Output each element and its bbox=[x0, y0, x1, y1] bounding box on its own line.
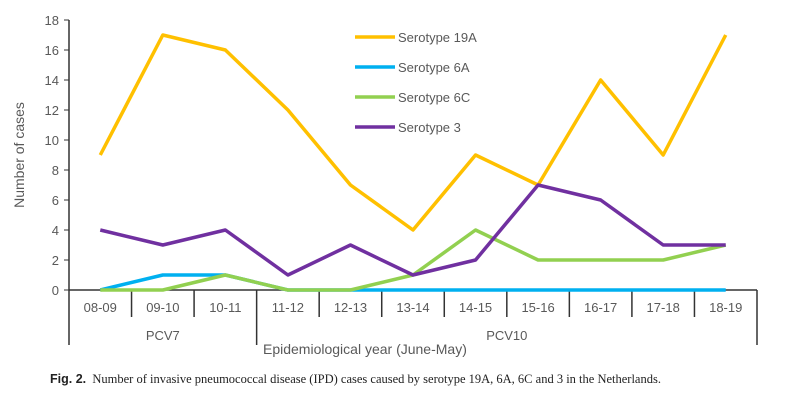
y-tick-label: 0 bbox=[52, 283, 59, 298]
x-tick-label: 17-18 bbox=[647, 300, 680, 315]
x-tick-label: 18-19 bbox=[709, 300, 742, 315]
legend-label: Serotype 3 bbox=[398, 120, 461, 135]
x-tick-label: 09-10 bbox=[146, 300, 179, 315]
figure-caption: Fig. 2. Number of invasive pneumococcal … bbox=[50, 372, 661, 387]
x-tick-label: 10-11 bbox=[209, 300, 241, 315]
caption-text: Number of invasive pneumococcal disease … bbox=[92, 372, 661, 386]
x-tick-label: 11-12 bbox=[272, 300, 304, 315]
legend-label: Serotype 6A bbox=[398, 60, 470, 75]
y-tick-label: 14 bbox=[45, 73, 59, 88]
y-tick-label: 16 bbox=[45, 43, 59, 58]
x-tick-label: 13-14 bbox=[396, 300, 429, 315]
legend: Serotype 19A Serotype 6A Serotype 6C Seroty… bbox=[355, 30, 477, 135]
y-axis-label: Number of cases bbox=[11, 102, 27, 208]
y-tick-label: 4 bbox=[52, 223, 59, 238]
series-line-serotype-3 bbox=[99, 183, 726, 277]
group-label: PCV7 bbox=[146, 328, 180, 343]
x-tick-label: 16-17 bbox=[584, 300, 617, 315]
x-tick-label: 08-09 bbox=[84, 300, 117, 315]
x-axis-label: Epidemiological year (June-May) bbox=[263, 341, 467, 357]
y-tick-label: 10 bbox=[45, 133, 59, 148]
legend-label: Serotype 19A bbox=[398, 30, 477, 45]
y-tick-label: 8 bbox=[52, 163, 59, 178]
y-tick-label: 12 bbox=[45, 103, 59, 118]
x-tick-label: 14-15 bbox=[459, 300, 492, 315]
line-chart: 0 2 4 6 8 10 12 14 16 18 08-09 09-10 10-11 11-12 12-13… bbox=[11, 13, 758, 357]
series-lines bbox=[98, 33, 728, 292]
x-tick-label: 15-16 bbox=[521, 300, 554, 315]
y-tick-label: 18 bbox=[45, 13, 59, 28]
y-tick-label: 2 bbox=[52, 253, 59, 268]
series-line-serotype-6a bbox=[99, 273, 726, 292]
x-tick-label: 12-13 bbox=[334, 300, 367, 315]
caption-label: Fig. 2. bbox=[50, 372, 87, 386]
group-label: PCV10 bbox=[486, 328, 527, 343]
series-line-serotype-19a bbox=[98, 33, 728, 232]
legend-label: Serotype 6C bbox=[398, 90, 470, 105]
y-tick-label: 6 bbox=[52, 193, 59, 208]
